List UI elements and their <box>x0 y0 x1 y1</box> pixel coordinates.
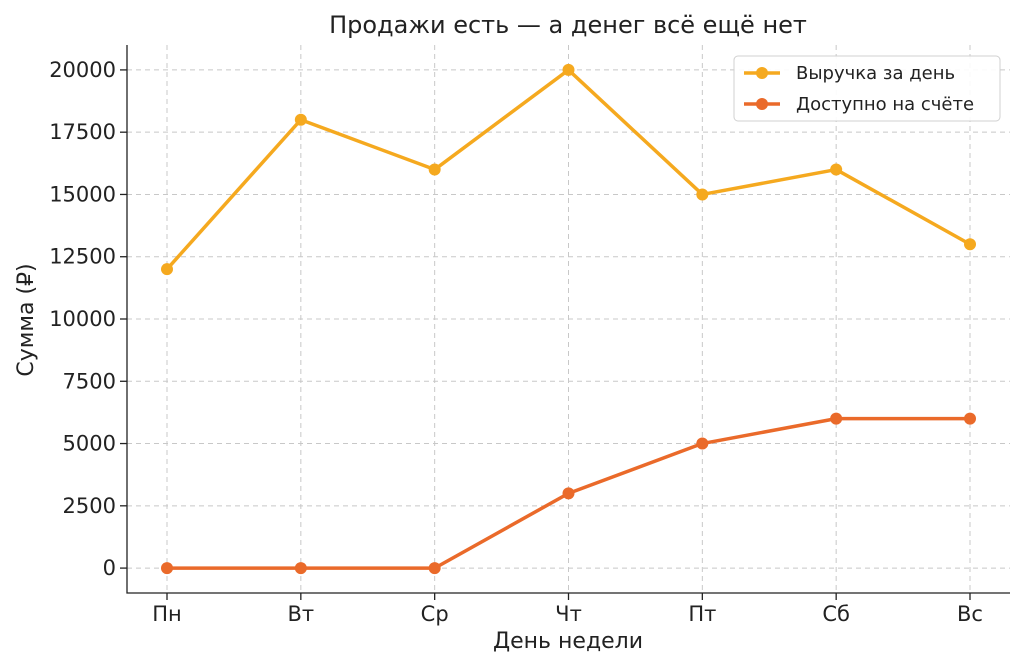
x-tick-label: Чт <box>555 602 582 626</box>
data-point <box>294 113 307 126</box>
series-2 <box>161 412 976 575</box>
y-tick-label: 12500 <box>49 245 116 269</box>
legend: Выручка за день Доступно на счёте <box>733 55 1001 122</box>
legend-item: Доступно на счёте <box>744 94 974 115</box>
x-tick-label: Пт <box>688 602 716 626</box>
axes: 0 2500 5000 7500 10000 12500 15000 17500 20000 Пн… <box>49 45 1010 626</box>
data-point <box>964 238 976 251</box>
data-point <box>830 412 843 425</box>
data-point <box>562 487 575 500</box>
y-tick-label: 15000 <box>49 182 116 206</box>
x-tick-label: Вт <box>288 602 315 626</box>
data-point <box>294 562 307 575</box>
y-tick-label: 17500 <box>49 120 116 144</box>
legend-item: Выручка за день <box>744 63 955 84</box>
x-tick-label: Пн <box>152 602 182 626</box>
y-tick-label: 7500 <box>63 369 116 393</box>
legend-label: Доступно на счёте <box>796 94 974 115</box>
legend-label: Выручка за день <box>796 63 955 84</box>
y-tick-label: 10000 <box>49 307 116 331</box>
data-point <box>696 188 709 201</box>
data-point <box>161 263 173 276</box>
data-point <box>830 163 843 176</box>
y-tick-label: 0 <box>103 556 116 580</box>
x-axis-label: День недели <box>493 629 643 654</box>
chart-title: Продажи есть — а денег всё ещё нет <box>329 11 807 39</box>
data-point <box>562 63 575 76</box>
grid <box>127 45 1010 593</box>
x-tick-label: Вс <box>957 602 983 626</box>
data-point <box>964 412 976 425</box>
y-tick-label: 20000 <box>49 58 116 82</box>
plot-area <box>161 63 976 575</box>
data-point <box>696 437 709 450</box>
legend-marker <box>756 98 768 110</box>
y-tick-label: 2500 <box>63 494 116 518</box>
x-tick-label: Ср <box>421 602 449 626</box>
data-point <box>428 562 441 575</box>
legend-marker <box>756 67 768 79</box>
y-axis-label: Сумма (₽) <box>14 263 39 376</box>
data-point <box>161 562 173 575</box>
series-1 <box>161 63 976 276</box>
data-point <box>428 163 441 176</box>
legend-box <box>733 55 1001 122</box>
x-tick-label: Сб <box>822 602 850 626</box>
y-tick-label: 5000 <box>63 432 116 456</box>
axis-spines <box>126 45 1010 594</box>
